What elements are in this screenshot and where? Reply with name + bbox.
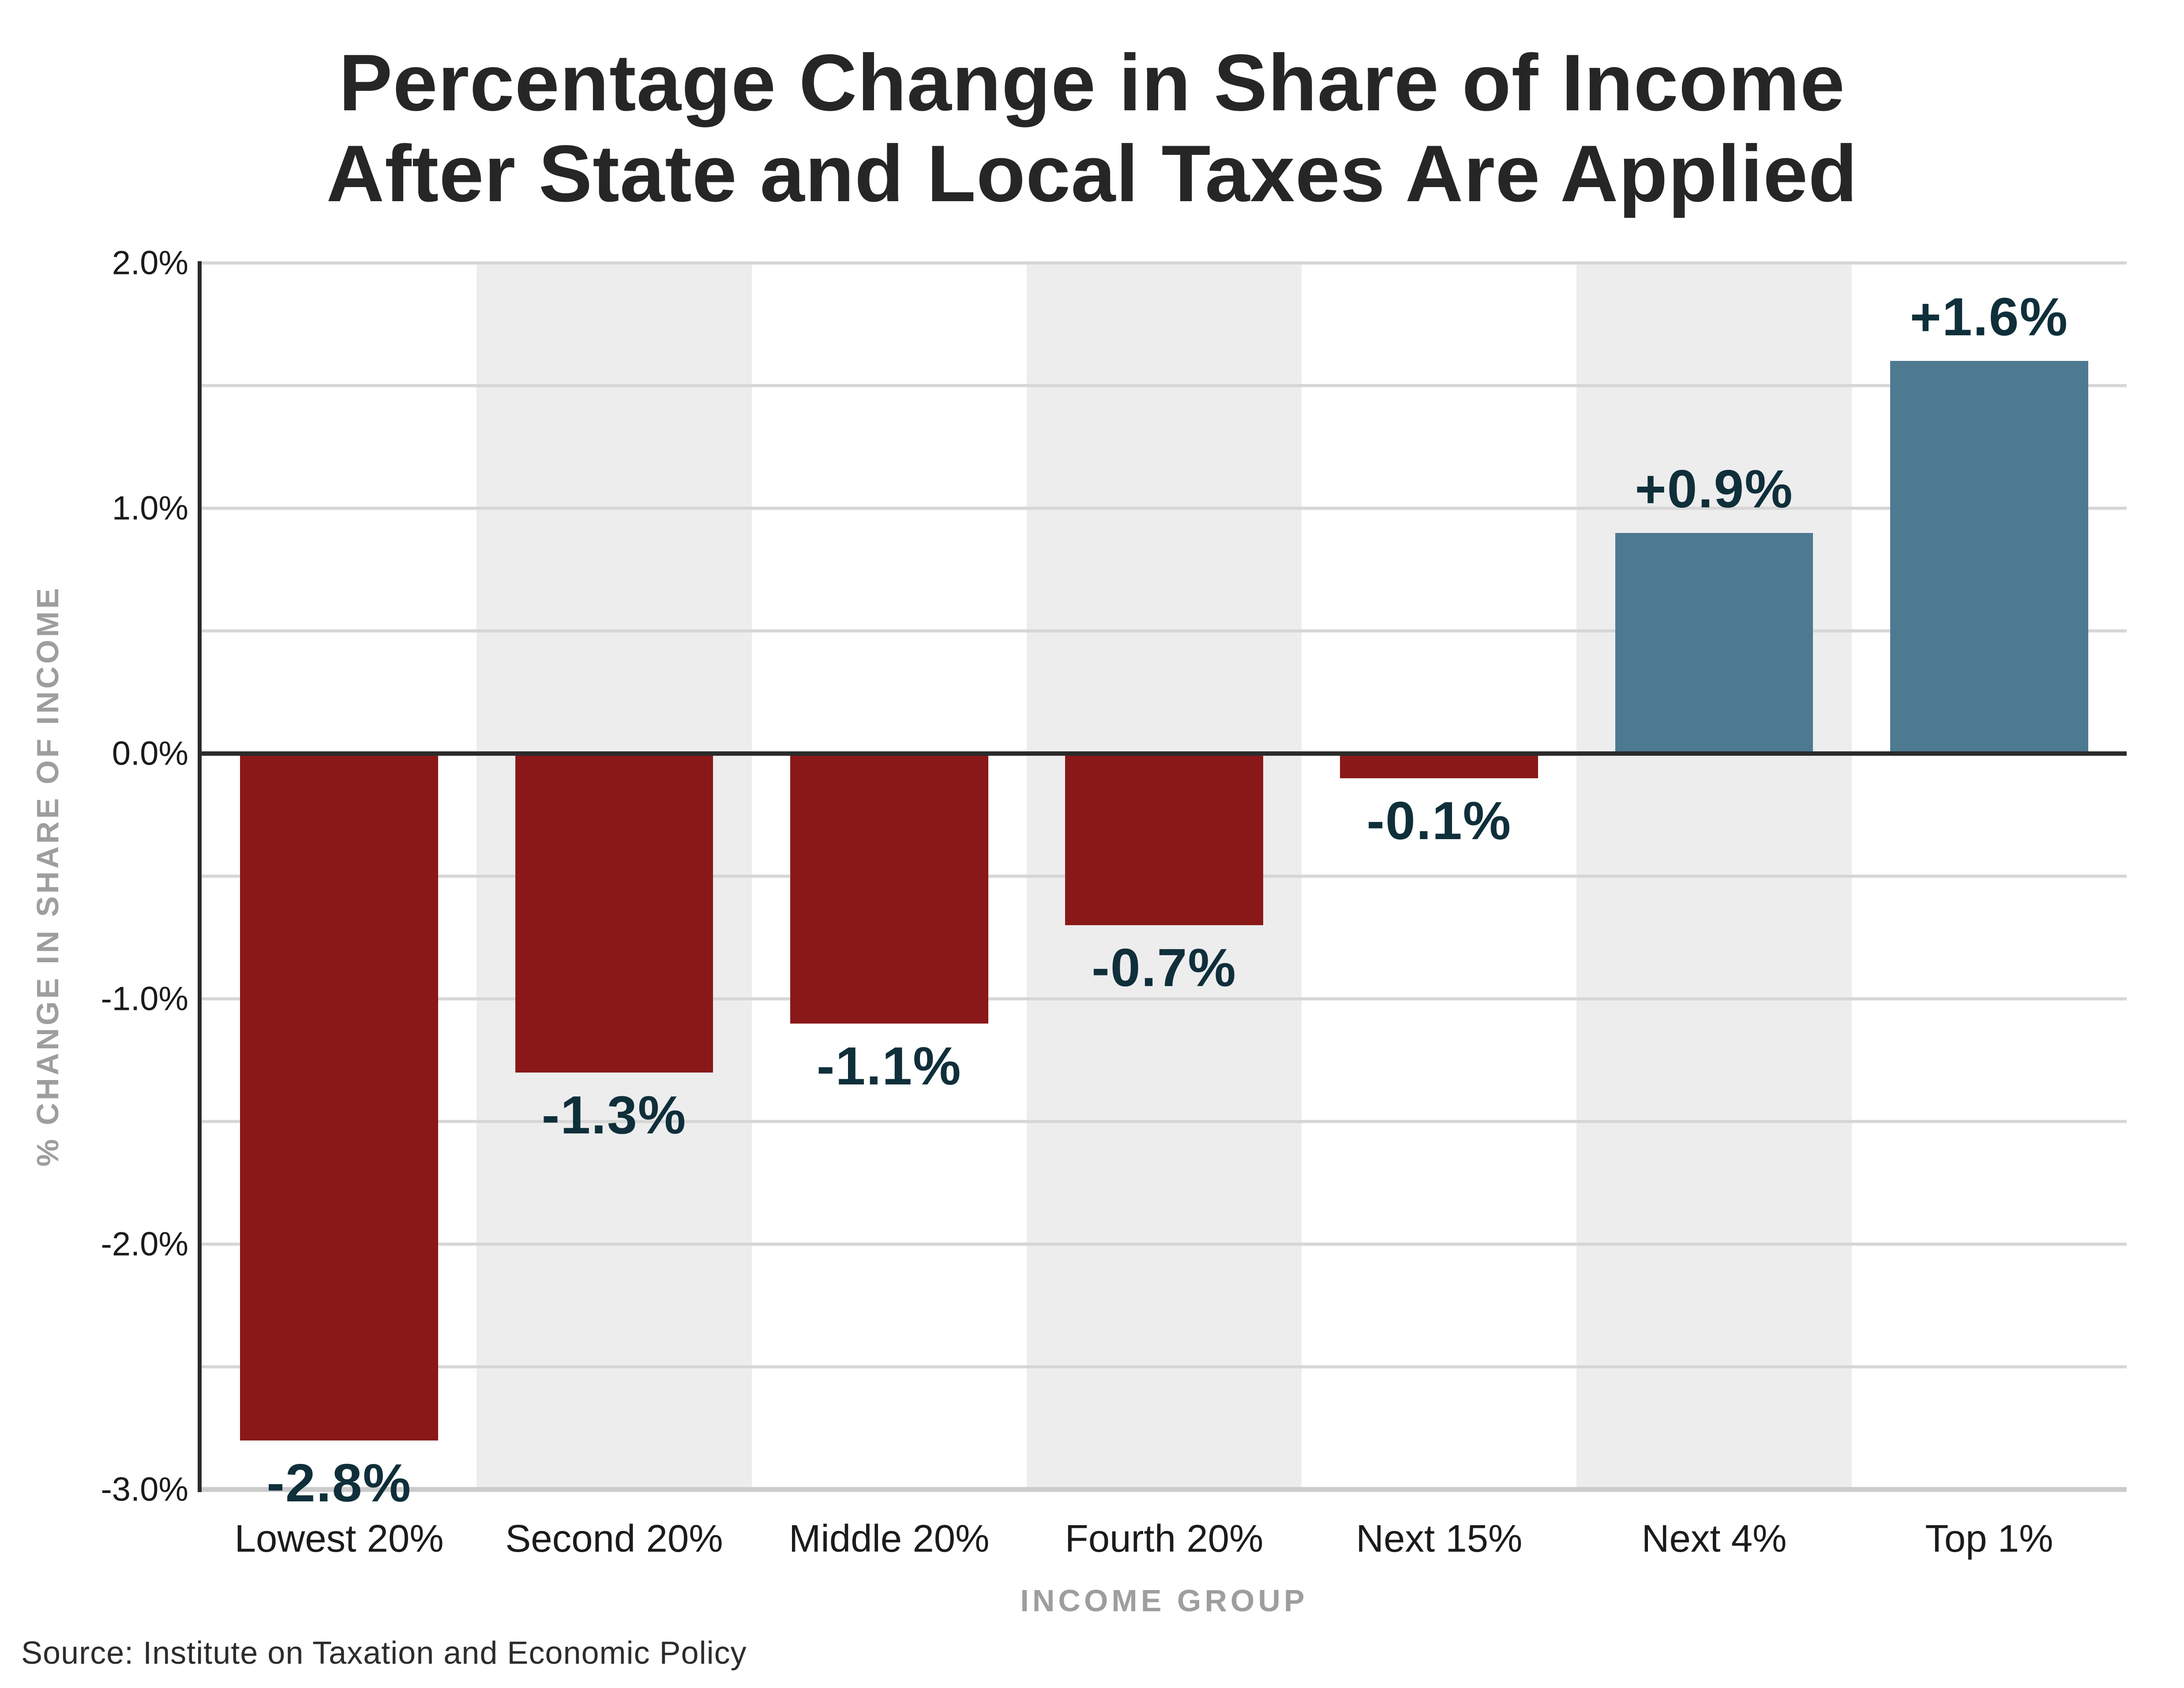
- bar-value-label: -1.3%: [541, 1084, 687, 1145]
- bar-value-label: -0.1%: [1366, 790, 1512, 851]
- chart-title-line1: Percentage Change in Share of Income: [338, 38, 1846, 128]
- chart-title-line2: After State and Local Taxes Are Applied: [326, 128, 1858, 218]
- gridline: [202, 261, 2127, 265]
- bar-value-label: +1.6%: [1910, 287, 2069, 347]
- y-tick-label: -1.0%: [101, 980, 188, 1018]
- y-tick-label: 2.0%: [112, 244, 188, 282]
- chart-title: Percentage Change in Share of Income Aft…: [0, 37, 2184, 219]
- x-tick-label: Top 1%: [1925, 1517, 2053, 1560]
- x-tick-label: Fourth 20%: [1065, 1517, 1264, 1560]
- bar-value-label: +0.9%: [1635, 458, 1794, 519]
- bar-value-label: -0.7%: [1092, 938, 1237, 998]
- x-axis-title: INCOME GROUP: [1020, 1583, 1308, 1618]
- x-tick-label: Next 15%: [1356, 1517, 1523, 1560]
- y-tick-label: -2.0%: [101, 1225, 188, 1263]
- plot-area: -2.8% -1.3% -1.1% -0.7% -0.1% +0.9% +1.6% 2.0% 1…: [101, 244, 2127, 1560]
- gridline: [202, 1365, 2127, 1369]
- bar-value-label: -2.8%: [266, 1452, 412, 1513]
- x-tick-label: Lowest 20%: [234, 1517, 444, 1560]
- bar-next-4-: [1615, 533, 1813, 754]
- y-tick-label: 0.0%: [112, 735, 188, 773]
- x-tick-label: Second 20%: [505, 1517, 723, 1560]
- gridline: [202, 997, 2127, 1001]
- bar-second-20-: [515, 754, 713, 1073]
- bar-top-1-: [1890, 361, 2088, 754]
- bar-next-15-: [1340, 754, 1539, 778]
- bar-lowest-20-: [240, 754, 439, 1440]
- gridline: [202, 629, 2127, 633]
- y-tick-label: -3.0%: [101, 1470, 188, 1508]
- source-note: Source: Institute on Taxation and Econom…: [21, 1635, 747, 1671]
- zero-line: [202, 751, 2127, 756]
- gridline: [202, 1487, 2127, 1492]
- gridline: [202, 506, 2127, 510]
- gridline: [202, 384, 2127, 387]
- gridline: [202, 1120, 2127, 1123]
- x-tick-label: Next 4%: [1641, 1517, 1787, 1560]
- gridline: [202, 1242, 2127, 1246]
- y-tick-label: 1.0%: [112, 489, 188, 527]
- bar-middle-20-: [790, 754, 988, 1024]
- y-axis-title: % CHANGE IN SHARE OF INCOME: [30, 585, 65, 1167]
- x-tick-label: Middle 20%: [788, 1517, 990, 1560]
- bar-fourth-20-: [1065, 754, 1263, 926]
- bar-value-label: -1.1%: [816, 1035, 962, 1096]
- y-axis-spine: [198, 261, 202, 1492]
